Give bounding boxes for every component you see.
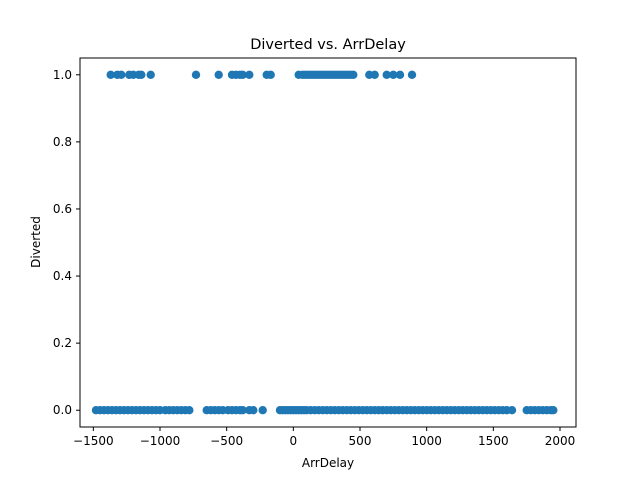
data-point	[370, 70, 379, 80]
data-point	[507, 406, 517, 415]
data-points	[91, 70, 558, 415]
data-point	[238, 70, 247, 80]
data-point	[407, 70, 417, 80]
x-tick-label: −500	[210, 434, 243, 448]
x-tick-label: −1500	[73, 434, 114, 448]
y-axis-ticks: 0.0 0.2 0.4 0.6 0.8 1.0	[53, 68, 80, 417]
y-tick-label: 0.2	[53, 336, 72, 350]
data-point	[549, 406, 558, 415]
x-tick-label: 1000	[411, 434, 442, 448]
x-tick-label: 0	[290, 434, 298, 448]
data-point	[214, 70, 223, 80]
data-point	[249, 406, 258, 415]
y-tick-label: 1.0	[53, 68, 72, 82]
data-point	[185, 406, 194, 415]
x-axis-label: ArrDelay	[302, 456, 354, 470]
y-tick-label: 0.4	[53, 269, 72, 283]
plot-frame	[79, 57, 577, 428]
data-point	[245, 70, 254, 80]
data-point	[106, 70, 115, 80]
data-point	[137, 70, 146, 80]
data-point	[266, 70, 275, 80]
data-point	[238, 406, 247, 415]
y-tick-label: 0.6	[53, 202, 72, 216]
x-axis-ticks: −1500 −1000 −500 0 500 1000 1500 2000	[73, 427, 575, 448]
y-tick-label: 0.8	[53, 135, 72, 149]
data-point	[258, 406, 267, 415]
data-point	[117, 70, 126, 80]
data-point	[389, 70, 398, 80]
data-point	[349, 70, 358, 80]
chart-title: Diverted vs. ArrDelay	[250, 37, 406, 53]
data-point	[382, 70, 391, 80]
x-tick-label: 1500	[478, 434, 509, 448]
data-point	[191, 70, 201, 80]
data-point	[395, 70, 405, 80]
x-tick-label: 2000	[545, 434, 576, 448]
y-axis-label: Diverted	[29, 216, 43, 268]
x-tick-label: 500	[349, 434, 372, 448]
y-tick-label: 0.0	[53, 403, 72, 417]
x-tick-label: −1000	[140, 434, 181, 448]
data-point	[146, 70, 155, 80]
